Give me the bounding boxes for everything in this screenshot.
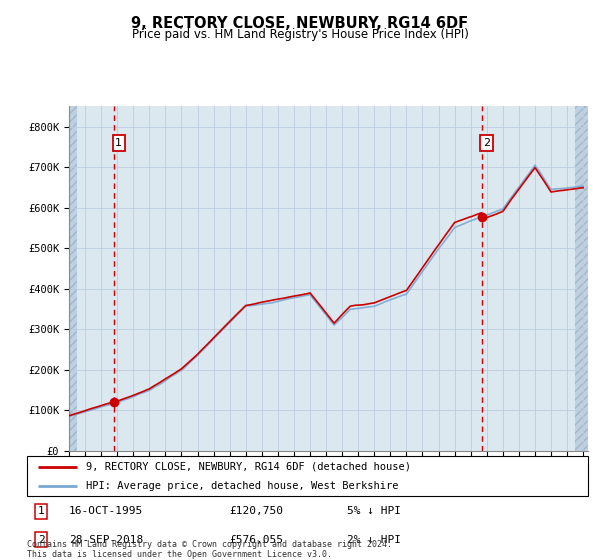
Text: £120,750: £120,750 bbox=[229, 506, 283, 516]
Text: HPI: Average price, detached house, West Berkshire: HPI: Average price, detached house, West… bbox=[86, 481, 398, 491]
Text: 9, RECTORY CLOSE, NEWBURY, RG14 6DF: 9, RECTORY CLOSE, NEWBURY, RG14 6DF bbox=[131, 16, 469, 31]
Text: 2: 2 bbox=[483, 138, 490, 148]
Bar bbox=[575, 106, 589, 451]
Text: 28-SEP-2018: 28-SEP-2018 bbox=[69, 535, 143, 544]
Text: Contains HM Land Registry data © Crown copyright and database right 2024.
This d: Contains HM Land Registry data © Crown c… bbox=[27, 540, 392, 559]
Bar bbox=[575, 106, 589, 451]
Bar bbox=[69, 106, 77, 451]
Text: 1: 1 bbox=[38, 506, 44, 516]
Bar bbox=[69, 106, 77, 451]
FancyBboxPatch shape bbox=[27, 456, 588, 496]
Text: Price paid vs. HM Land Registry's House Price Index (HPI): Price paid vs. HM Land Registry's House … bbox=[131, 28, 469, 41]
Text: 16-OCT-1995: 16-OCT-1995 bbox=[69, 506, 143, 516]
Text: £576,055: £576,055 bbox=[229, 535, 283, 544]
Text: 9, RECTORY CLOSE, NEWBURY, RG14 6DF (detached house): 9, RECTORY CLOSE, NEWBURY, RG14 6DF (det… bbox=[86, 462, 411, 472]
Text: 5% ↓ HPI: 5% ↓ HPI bbox=[347, 506, 401, 516]
Text: 1: 1 bbox=[115, 138, 122, 148]
Text: 2: 2 bbox=[38, 535, 44, 544]
Text: 2% ↓ HPI: 2% ↓ HPI bbox=[347, 535, 401, 544]
